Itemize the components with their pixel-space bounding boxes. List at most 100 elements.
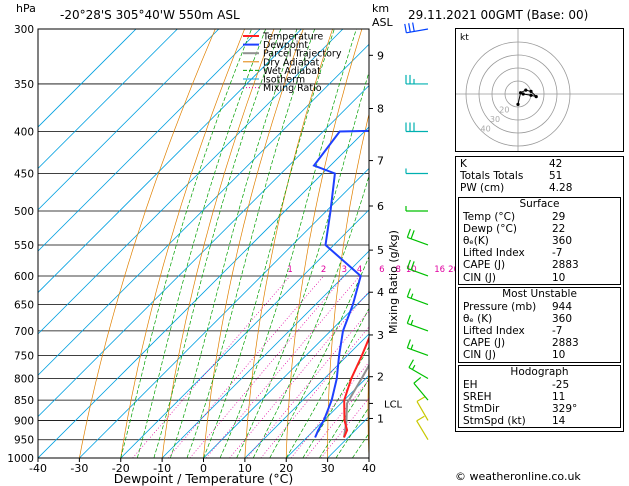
temperature-line (343, 335, 369, 438)
isotherm-line (38, 85, 369, 418)
wind-barb-staff (407, 267, 429, 277)
plot-area (38, 29, 450, 458)
mixing-ratio-line (246, 310, 369, 458)
x-tick-label: -20 (112, 462, 130, 475)
credit-link[interactable]: © weatheronline.co.uk (455, 470, 581, 483)
km-tick-label: 7 (377, 155, 384, 168)
dry-adiabat-line (120, 29, 245, 458)
km-tick-label: 2 (377, 371, 384, 384)
surface-row: Dewp (°C) 22 (463, 222, 566, 235)
pressure-tick-label: 550 (14, 240, 34, 252)
isotherm-line (38, 29, 178, 169)
wind-barb-flag (404, 23, 407, 33)
x-tick-label: 20 (279, 462, 293, 475)
isotherm-line (38, 29, 344, 335)
surface-row: Lifted Index -7 (463, 247, 563, 260)
mixing-ratio-line (229, 290, 369, 458)
location-title: -20°28'S 305°40'W 550m ASL (60, 8, 240, 22)
wet-adiabat-line (186, 29, 316, 458)
parcel-trajectory-line (343, 363, 369, 438)
hodograph-point (529, 93, 533, 97)
wind-barb-flag (406, 228, 411, 238)
x-tick-label: 0 (200, 462, 207, 475)
mu-row: CAPE (J) 2883 (463, 337, 579, 350)
index-row-k: K 42 (460, 158, 563, 170)
wet-adiabat-line (153, 29, 282, 458)
surface-row: Temp (°C) 29 (463, 210, 566, 223)
pressure-tick-label: 600 (14, 271, 34, 283)
pressure-tick-label: 400 (14, 127, 34, 139)
hodo-row: StmDir 329° (463, 403, 578, 415)
wet-adiabat-line (302, 346, 369, 458)
dry-adiabat-line (244, 29, 333, 458)
hodograph-table: Hodograph EH -25 SREH 11 StmDir 329° StmSpd… (458, 364, 621, 429)
wind-barb-staff (416, 420, 429, 441)
wind-barb-half (411, 364, 416, 370)
hodograph-ring-label: 30 (490, 115, 500, 124)
surface-row: CIN (J) 10 (463, 271, 566, 284)
dewpoint-line (312, 129, 369, 438)
wind-barb-staff (413, 382, 429, 401)
isotherm-line (79, 167, 369, 458)
datetime-title: 29.11.2021 00GMT (Base: 00) (408, 8, 589, 22)
wet-adiabat-line (252, 174, 369, 458)
isotherm-line (38, 29, 137, 128)
wind-barb-staff (408, 366, 429, 380)
pressure-tick-label: 800 (14, 373, 34, 385)
surface-row: θₑ(K) 360 (463, 234, 573, 247)
wind-barb-flag (410, 261, 415, 271)
wind-barb-half (410, 293, 414, 299)
mixing-ratio-label: 3 (342, 265, 347, 275)
wind-barb-half (410, 344, 414, 350)
wet-adiabat-line (352, 432, 369, 458)
wind-barb-flag (413, 376, 422, 384)
wet-adiabat-line (136, 29, 267, 458)
pressure-tick-label: 650 (14, 300, 34, 312)
wind-barb-staff (407, 347, 429, 357)
pressure-tick-label: 450 (14, 168, 34, 180)
x-tick-label: 40 (362, 462, 376, 475)
hodo-row: StmSpd (kt) 14 (463, 415, 566, 428)
km-tick-label: 4 (377, 286, 384, 299)
pressure-tick-label: 750 (14, 350, 34, 362)
km-tick-label: 8 (377, 103, 384, 116)
km-tick-label: 9 (377, 49, 384, 62)
legend-entry: Parcel Trajectory (263, 49, 342, 60)
isotherm-line (203, 291, 369, 458)
mixing-ratio-label: 8 (396, 265, 401, 275)
pressure-tick-label: 300 (14, 24, 34, 36)
dry-adiabat-line (407, 29, 450, 458)
x-tick-label: -30 (70, 462, 88, 475)
wind-barb-flag (416, 396, 426, 402)
wind-barb-staff (407, 296, 429, 306)
mixing-ratio-label: 4 (357, 265, 362, 275)
indices-panel: K 42 Totals Totals 51 PW (cm) 4.28 Surface … (455, 156, 624, 433)
hodograph-point (516, 102, 520, 106)
hodograph-point (519, 91, 523, 95)
x-tick-label: 30 (321, 462, 335, 475)
mixing-ratio-line (189, 275, 345, 458)
most-unstable-title: Most Unstable (502, 287, 577, 300)
km-tick-label: 5 (377, 244, 384, 257)
hodo-row: EH -25 (463, 378, 570, 391)
lcl-label: LCL (384, 399, 403, 410)
x-axis-label: Dewpoint / Temperature (°C) (114, 471, 293, 486)
isotherm-line (38, 29, 220, 211)
most-unstable-table: Most Unstable Pressure (mb) 944 θₑ (K) 360… (458, 286, 621, 363)
x-tick-label: -10 (153, 462, 171, 475)
mixing-ratio-label: 1 (287, 265, 292, 275)
wet-adiabat-line (219, 29, 357, 458)
wind-barb-flag (406, 314, 411, 324)
km-label: km (372, 2, 390, 15)
mixing-ratio-axis-label: Mixing Ratio (g/kg) (387, 230, 400, 334)
dry-adiabat-line (367, 351, 369, 458)
legend-entry: Dewpoint (263, 40, 308, 51)
dry-adiabat-line (161, 29, 275, 458)
wind-barb-flag (408, 23, 411, 33)
isotherm-line (38, 29, 302, 294)
legend-entry: Temperature (262, 32, 323, 43)
mu-row: Lifted Index -7 (463, 325, 563, 338)
x-tick-label: 10 (238, 462, 252, 475)
legend-entry: Mixing Ratio (263, 83, 322, 94)
